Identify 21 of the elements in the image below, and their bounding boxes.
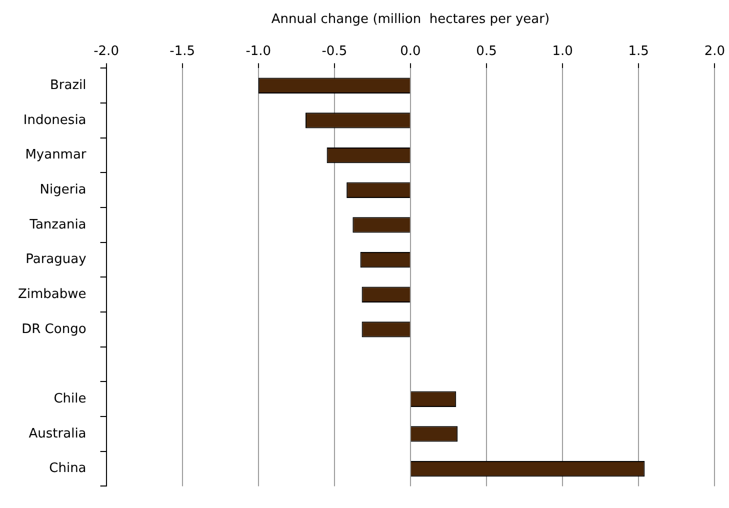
x-tick-label: 1.5 <box>628 44 649 59</box>
x-tick-label: -1.5 <box>170 44 196 59</box>
y-tick-label: Indonesia <box>23 112 86 128</box>
y-tick-label: Nigeria <box>40 182 86 198</box>
y-tick-label: Myanmar <box>25 148 87 163</box>
x-tick-label: -2.0 <box>94 44 119 59</box>
y-tick-label: Paraguay <box>26 252 87 268</box>
y-tick-label: Brazil <box>50 78 86 93</box>
x-tick-label: -0.5 <box>322 44 348 59</box>
y-tick-label: China <box>49 461 86 476</box>
x-tick-label: 0.5 <box>476 44 497 59</box>
y-tick-label: Tanzania <box>28 217 86 232</box>
y-tick-label: Chile <box>54 391 86 406</box>
x-tick-label: 0.0 <box>400 44 421 59</box>
x-tick-label: 1.0 <box>552 44 573 59</box>
y-tick-label: Zimbabwe <box>18 286 86 302</box>
y-tick-label: Australia <box>28 426 86 442</box>
x-axis-title: Annual change (million hectares per year) <box>271 12 550 28</box>
y-tick-label: DR Congo <box>22 322 86 337</box>
x-tick-label: 2.0 <box>704 44 726 59</box>
x-tick-label: -1.0 <box>246 44 272 59</box>
